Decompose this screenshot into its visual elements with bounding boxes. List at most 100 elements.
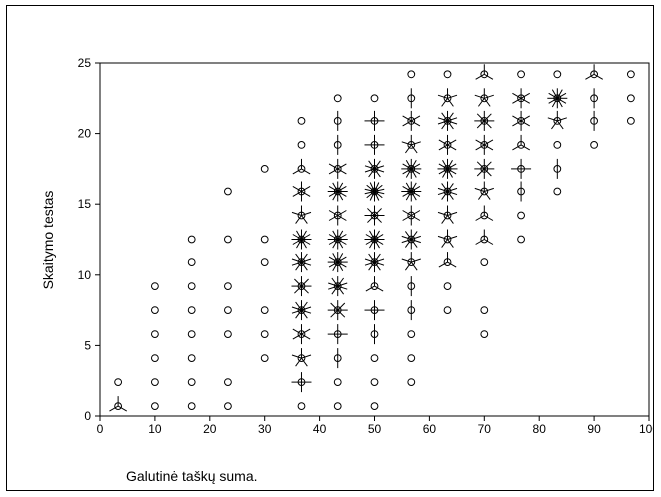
petal xyxy=(442,168,448,178)
petal xyxy=(364,165,375,170)
petal xyxy=(365,239,375,245)
petal xyxy=(374,258,385,263)
point-center xyxy=(407,70,416,79)
sunflower-point xyxy=(291,205,312,224)
sunflower-point xyxy=(327,252,348,273)
petal xyxy=(332,261,339,272)
point-center xyxy=(370,94,379,103)
petal xyxy=(374,184,383,192)
point-center xyxy=(517,235,525,244)
petal xyxy=(411,235,421,240)
sunflower-point xyxy=(224,378,232,387)
petal xyxy=(593,73,604,80)
petal xyxy=(484,187,494,192)
point-center xyxy=(187,306,196,315)
petal xyxy=(337,182,344,192)
petal xyxy=(368,253,375,263)
point-center xyxy=(151,402,159,411)
petal xyxy=(294,285,302,294)
petal xyxy=(296,230,302,240)
petal xyxy=(367,208,375,216)
petal xyxy=(337,215,347,221)
point-center xyxy=(626,70,635,79)
petal xyxy=(411,168,421,175)
x-tick-label: 30 xyxy=(258,422,272,436)
sunflower-point xyxy=(327,181,348,202)
petal xyxy=(447,112,454,122)
sunflower-point xyxy=(480,258,489,266)
petal xyxy=(405,168,412,178)
sunflower-point xyxy=(364,110,385,131)
x-tick-label: 100 xyxy=(639,422,653,436)
point-center xyxy=(370,354,379,363)
sunflower-point xyxy=(364,300,385,321)
petal xyxy=(484,239,494,245)
petal xyxy=(447,239,454,248)
petal xyxy=(475,139,485,146)
petal xyxy=(437,191,448,196)
petal xyxy=(402,210,412,216)
sunflower-point xyxy=(297,116,306,125)
petal xyxy=(411,191,421,197)
petal xyxy=(374,191,385,195)
petal xyxy=(547,117,558,122)
sunflower-point xyxy=(590,140,598,149)
petal xyxy=(447,163,457,170)
sunflower-point xyxy=(626,116,635,125)
sunflower-point xyxy=(407,354,416,363)
petal xyxy=(483,168,492,177)
sunflower-point xyxy=(475,229,494,245)
point-center xyxy=(114,378,123,387)
petal xyxy=(328,261,338,268)
point-center xyxy=(333,94,342,103)
petal xyxy=(447,94,458,99)
sunflower-point xyxy=(297,402,306,411)
petal xyxy=(366,191,375,199)
sunflower-point xyxy=(370,354,379,363)
petal xyxy=(447,120,454,130)
sunflower-point xyxy=(224,330,232,339)
petal xyxy=(364,261,375,266)
petal xyxy=(301,215,308,224)
point-center xyxy=(626,116,635,125)
petal xyxy=(328,234,338,240)
petal xyxy=(374,160,381,170)
petal xyxy=(512,144,522,151)
petal xyxy=(438,139,448,146)
y-tick-label: 20 xyxy=(78,127,92,141)
sunflower-point xyxy=(407,70,416,79)
sunflower-point xyxy=(553,187,562,196)
point-center xyxy=(187,354,196,363)
petal xyxy=(483,120,492,129)
petal xyxy=(374,208,382,216)
petal xyxy=(476,161,485,170)
petal xyxy=(520,97,530,104)
petal xyxy=(291,306,302,311)
petal xyxy=(328,168,338,175)
petal xyxy=(301,234,311,240)
data-marks xyxy=(109,64,635,412)
petal xyxy=(337,285,344,295)
petal xyxy=(411,239,421,244)
sunflower-point xyxy=(437,88,458,107)
petal xyxy=(365,234,375,240)
petal xyxy=(364,188,375,192)
petal xyxy=(374,215,382,223)
petal xyxy=(337,191,347,197)
sunflower-point xyxy=(260,165,269,173)
sunflower-point xyxy=(365,276,384,292)
petal xyxy=(441,191,448,200)
petal xyxy=(410,182,417,192)
petal xyxy=(437,117,448,122)
petal xyxy=(402,163,412,170)
point-center xyxy=(480,258,489,266)
petal xyxy=(512,115,522,122)
petal xyxy=(364,168,375,173)
petal xyxy=(410,261,418,271)
petal xyxy=(520,115,530,122)
petal xyxy=(447,211,458,216)
petal xyxy=(447,139,457,146)
point-center xyxy=(517,70,525,79)
petal xyxy=(369,191,375,201)
petal xyxy=(374,188,385,192)
